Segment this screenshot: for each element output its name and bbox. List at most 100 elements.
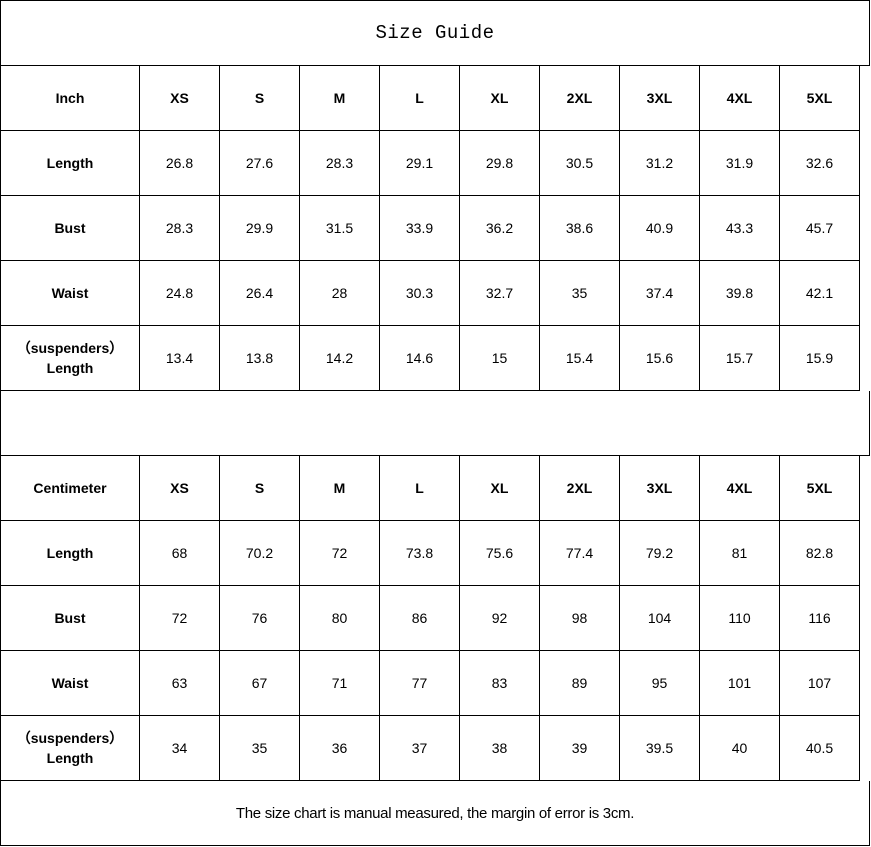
measurement-cell: 27.6 — [220, 131, 300, 196]
measurement-cell: 28.3 — [300, 131, 380, 196]
table-row: Length 68 70.2 72 73.8 75.6 77.4 79.2 81 82.8 — [1, 521, 870, 586]
measurement-cell: 28.3 — [140, 196, 220, 261]
row-label: Length — [1, 131, 140, 196]
size-header: XL — [460, 66, 540, 131]
measurement-cell: 26.8 — [140, 131, 220, 196]
row-label: （suspenders） Length — [1, 716, 140, 781]
measurement-cell: 40.9 — [620, 196, 700, 261]
spacer-row — [1, 391, 870, 456]
header-row: Centimeter XS S M L XL 2XL 3XL 4XL 5XL — [1, 456, 870, 521]
table-row: Waist 24.8 26.4 28 30.3 32.7 35 37.4 39.8 42.1 — [1, 261, 870, 326]
measurement-cell: 38 — [460, 716, 540, 781]
measurement-cell: 36 — [300, 716, 380, 781]
measurement-cell: 14.2 — [300, 326, 380, 391]
measurement-cell: 110 — [700, 586, 780, 651]
measurement-cell: 29.8 — [460, 131, 540, 196]
measurement-cell: 101 — [700, 651, 780, 716]
measurement-cell: 39.8 — [700, 261, 780, 326]
measurement-cell: 30.3 — [380, 261, 460, 326]
measurement-cell: 13.8 — [220, 326, 300, 391]
measurement-cell: 13.4 — [140, 326, 220, 391]
measurement-cell: 15.6 — [620, 326, 700, 391]
measurement-cell: 98 — [540, 586, 620, 651]
size-header: XL — [460, 456, 540, 521]
measurement-cell: 40.5 — [780, 716, 860, 781]
measurement-cell: 28 — [300, 261, 380, 326]
table-row: Bust 28.3 29.9 31.5 33.9 36.2 38.6 40.9 43.3 45.7 — [1, 196, 870, 261]
measurement-cell: 32.7 — [460, 261, 540, 326]
size-header: 2XL — [540, 456, 620, 521]
table-row: Bust 72 76 80 86 92 98 104 110 116 — [1, 586, 870, 651]
measurement-cell: 36.2 — [460, 196, 540, 261]
measurement-cell: 89 — [540, 651, 620, 716]
measurement-cell: 31.9 — [700, 131, 780, 196]
measurement-cell: 80 — [300, 586, 380, 651]
row-label: Bust — [1, 586, 140, 651]
row-label: Waist — [1, 651, 140, 716]
measurement-cell: 35 — [540, 261, 620, 326]
size-header: 4XL — [700, 456, 780, 521]
measurement-cell: 45.7 — [780, 196, 860, 261]
measurement-cell: 32.6 — [780, 131, 860, 196]
size-header: 5XL — [780, 456, 860, 521]
measurement-cell: 116 — [780, 586, 860, 651]
measurement-cell: 31.5 — [300, 196, 380, 261]
measurement-cell: 107 — [780, 651, 860, 716]
size-header: 3XL — [620, 456, 700, 521]
size-header: S — [220, 66, 300, 131]
measurement-cell: 39.5 — [620, 716, 700, 781]
size-header: 4XL — [700, 66, 780, 131]
row-label: Bust — [1, 196, 140, 261]
measurement-cell: 86 — [380, 586, 460, 651]
measurement-cell: 39 — [540, 716, 620, 781]
measurement-cell: 79.2 — [620, 521, 700, 586]
measurement-cell: 104 — [620, 586, 700, 651]
measurement-cell: 40 — [700, 716, 780, 781]
size-header: 3XL — [620, 66, 700, 131]
unit-header: Centimeter — [1, 456, 140, 521]
measurement-cell: 63 — [140, 651, 220, 716]
size-header: 2XL — [540, 66, 620, 131]
measurement-cell: 37 — [380, 716, 460, 781]
inch-table: Inch XS S M L XL 2XL 3XL 4XL 5XL Length 26.8 27.6 28.… — [1, 66, 870, 391]
measurement-cell: 30.5 — [540, 131, 620, 196]
measurement-cell: 77 — [380, 651, 460, 716]
row-label: Waist — [1, 261, 140, 326]
measurement-cell: 37.4 — [620, 261, 700, 326]
size-header: S — [220, 456, 300, 521]
measurement-cell: 42.1 — [780, 261, 860, 326]
measurement-cell: 77.4 — [540, 521, 620, 586]
measurement-cell: 43.3 — [700, 196, 780, 261]
measurement-cell: 29.1 — [380, 131, 460, 196]
measurement-cell: 24.8 — [140, 261, 220, 326]
size-header: 5XL — [780, 66, 860, 131]
measurement-cell: 14.6 — [380, 326, 460, 391]
size-header: M — [300, 66, 380, 131]
unit-header: Inch — [1, 66, 140, 131]
measurement-cell: 26.4 — [220, 261, 300, 326]
page-title: Size Guide — [1, 1, 870, 66]
measurement-cell: 71 — [300, 651, 380, 716]
measurement-cell: 33.9 — [380, 196, 460, 261]
measurement-cell: 38.6 — [540, 196, 620, 261]
header-row: Inch XS S M L XL 2XL 3XL 4XL 5XL — [1, 66, 870, 131]
measurement-cell: 75.6 — [460, 521, 540, 586]
size-header: L — [380, 66, 460, 131]
size-header: XS — [140, 66, 220, 131]
measurement-cell: 72 — [300, 521, 380, 586]
measurement-cell: 15.9 — [780, 326, 860, 391]
measurement-cell: 67 — [220, 651, 300, 716]
size-header: M — [300, 456, 380, 521]
measurement-cell: 73.8 — [380, 521, 460, 586]
measurement-cell: 34 — [140, 716, 220, 781]
size-header: XS — [140, 456, 220, 521]
size-header: L — [380, 456, 460, 521]
measurement-cell: 72 — [140, 586, 220, 651]
row-label: （suspenders） Length — [1, 326, 140, 391]
measurement-cell: 35 — [220, 716, 300, 781]
measurement-cell: 15 — [460, 326, 540, 391]
measurement-cell: 83 — [460, 651, 540, 716]
measurement-cell: 70.2 — [220, 521, 300, 586]
measurement-cell: 82.8 — [780, 521, 860, 586]
